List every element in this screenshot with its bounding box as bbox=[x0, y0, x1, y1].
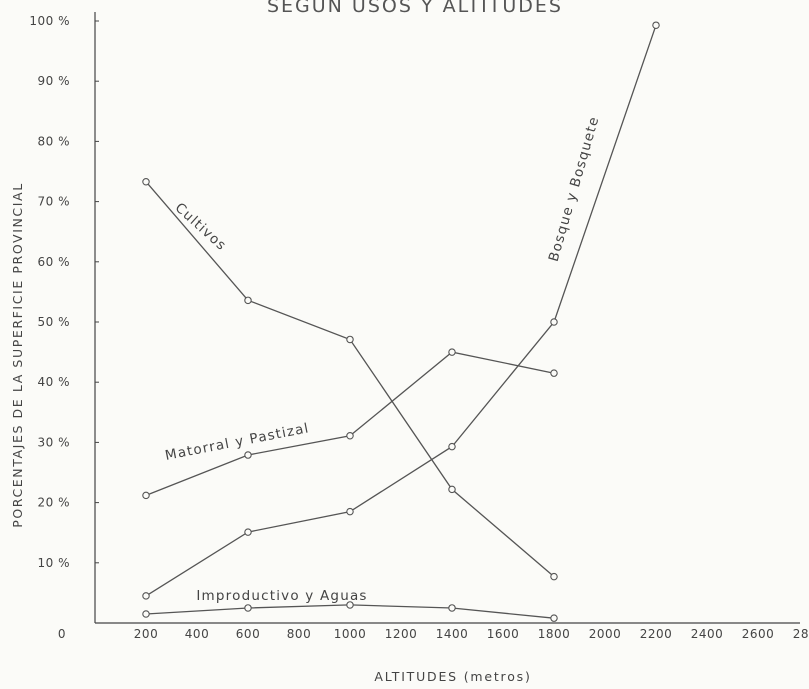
data-point-improductivo-y-aguas bbox=[448, 604, 456, 612]
series-label-improductivo-y-aguas: Improductivo y Aguas bbox=[196, 588, 367, 604]
chart-title: SEGUN USOS Y ALTITUDES bbox=[267, 0, 563, 17]
x-tick-label: 1800 bbox=[538, 627, 571, 641]
data-point-bosque-y-bosquete bbox=[652, 21, 660, 29]
series-line-matorral-y-pastizal bbox=[145, 351, 555, 497]
data-point-bosque-y-bosquete bbox=[244, 528, 252, 536]
data-point-improductivo-y-aguas bbox=[142, 610, 150, 618]
x-tick-label: 2600 bbox=[742, 627, 775, 641]
y-tick-label: 60 % bbox=[38, 255, 71, 269]
y-tick-label: 70 % bbox=[38, 195, 71, 209]
y-tick-label: 40 % bbox=[38, 375, 71, 389]
data-point-matorral-y-pastizal bbox=[448, 348, 456, 356]
data-point-cultivos bbox=[346, 335, 354, 344]
data-point-cultivos bbox=[142, 177, 150, 186]
data-point-matorral-y-pastizal bbox=[142, 491, 150, 500]
data-point-matorral-y-pastizal bbox=[346, 432, 354, 440]
x-tick-label: 1000 bbox=[334, 627, 367, 641]
y-axis-label: PORCENTAJES DE LA SUPERFICIE PROVINCIAL bbox=[10, 182, 25, 528]
x-tick-label: 2400 bbox=[691, 627, 724, 641]
y-tick-label: 20 % bbox=[38, 496, 71, 510]
series-label-bosque-y-bosquete: Bosque y Bosquete bbox=[546, 114, 603, 263]
axis-ticks: 10 % 20 % 30 % 40 % 50 % 60 % 70 % 80 % 90 % 100 … bbox=[29, 14, 809, 641]
series-points bbox=[142, 21, 660, 622]
data-point-improductivo-y-aguas bbox=[550, 614, 558, 622]
data-point-bosque-y-bosquete bbox=[550, 318, 558, 326]
data-point-improductivo-y-aguas bbox=[244, 604, 252, 612]
y-tick-label: 100 % bbox=[29, 14, 70, 28]
data-point-matorral-y-pastizal bbox=[550, 369, 558, 377]
x-tick-label: 400 bbox=[185, 627, 209, 641]
x-tick-label: 2200 bbox=[640, 627, 673, 641]
series-line-bosque-y-bosquete bbox=[145, 24, 657, 597]
x-tick-label: 800 bbox=[287, 627, 311, 641]
data-point-bosque-y-bosquete bbox=[346, 507, 354, 516]
series-lines bbox=[145, 24, 657, 619]
data-point-bosque-y-bosquete bbox=[142, 592, 150, 600]
series-label-matorral-y-pastizal: Matorral y Pastizal bbox=[164, 420, 311, 464]
y-tick-label: 90 % bbox=[38, 74, 71, 88]
data-point-cultivos bbox=[448, 485, 456, 494]
x-tick-label: 2800 bbox=[793, 627, 809, 641]
x-tick-label: 1200 bbox=[385, 627, 418, 641]
y-tick-label: 80 % bbox=[38, 134, 71, 148]
data-point-matorral-y-pastizal bbox=[244, 451, 252, 459]
y-tick-label: 30 % bbox=[38, 435, 71, 449]
x-axis-label: ALTITUDES (metros) bbox=[374, 669, 531, 684]
x-tick-label: 2000 bbox=[589, 627, 622, 641]
x-tick-label: 1400 bbox=[436, 627, 469, 641]
y-tick-label: 10 % bbox=[38, 556, 71, 570]
y-tick-label: 50 % bbox=[38, 315, 71, 329]
origin-label: 0 bbox=[58, 627, 66, 641]
data-point-cultivos bbox=[550, 572, 558, 581]
data-point-cultivos bbox=[244, 296, 252, 305]
x-tick-label: 1600 bbox=[487, 627, 520, 641]
x-tick-label: 600 bbox=[236, 627, 260, 641]
data-point-bosque-y-bosquete bbox=[448, 442, 456, 451]
data-point-improductivo-y-aguas bbox=[346, 601, 354, 609]
x-tick-label: 200 bbox=[134, 627, 158, 641]
